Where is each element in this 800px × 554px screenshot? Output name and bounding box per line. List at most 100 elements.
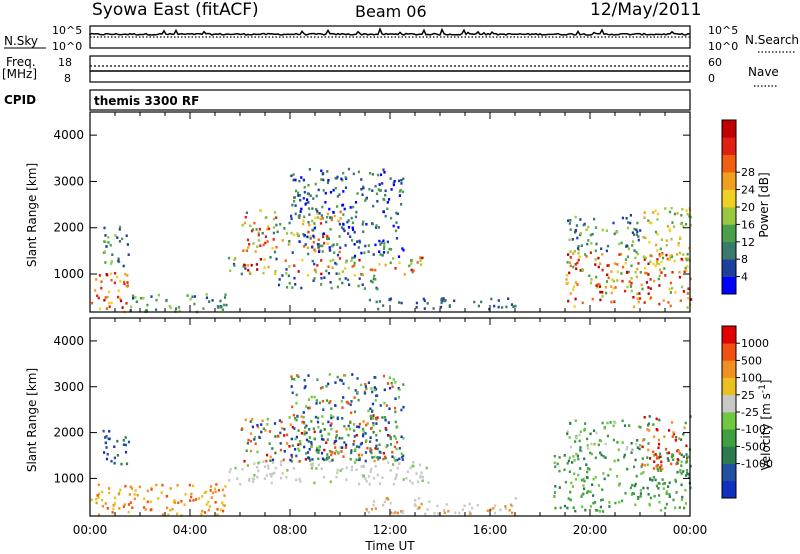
data-cell [394,397,397,400]
data-cell [311,464,314,468]
data-cell [294,204,297,207]
data-cell [223,296,227,299]
data-cell [95,498,98,501]
data-cell [577,248,580,252]
data-cell [336,417,339,421]
data-cell [553,454,556,458]
data-cell [592,494,595,497]
data-cell [383,401,386,405]
data-cell [601,291,604,294]
data-cell [262,460,265,463]
data-cell [627,221,630,224]
data-cell [643,266,647,270]
data-cell [633,249,636,252]
data-cell [270,481,273,485]
data-cell [396,511,399,515]
data-cell [656,249,659,252]
data-cell [468,510,471,514]
data-cell [589,281,593,285]
data-cell [658,274,661,278]
data-cell [271,458,275,462]
data-cell [124,436,127,439]
data-cell [573,472,576,476]
data-cell [299,210,302,213]
data-cell [421,479,424,482]
data-cell [316,243,319,246]
data-cell [655,428,658,431]
colorbar-swatch [722,241,736,260]
data-cell [672,431,675,434]
data-cell [581,478,584,482]
data-cell [569,219,572,222]
data-cell [572,265,575,269]
data-cell [505,305,508,309]
data-cell [112,507,115,511]
data-cell [585,463,588,466]
data-cell [304,385,307,388]
data-cell [316,210,319,213]
data-cell [631,231,634,234]
data-cell [122,280,126,284]
data-cell [597,256,600,260]
data-cell [388,386,392,390]
data-cell [617,458,620,462]
data-cell [382,168,385,172]
data-cell [594,476,597,479]
data-cell [279,463,282,466]
data-cell [384,189,387,193]
freq-left-tick-bottom: 8 [64,72,71,85]
data-cell [349,206,352,209]
data-cell [287,274,290,278]
data-cell [327,382,330,386]
data-cell [646,486,649,490]
data-cell [649,254,652,257]
data-cell [291,444,294,447]
data-cell [577,473,580,477]
data-cell [278,419,281,422]
data-cell [676,449,679,453]
data-cell [576,454,579,458]
colorbar-tick-label: 20 [741,201,755,214]
data-cell [345,427,348,431]
data-cell [679,470,682,474]
data-cell [398,447,401,450]
data-cell [243,221,246,225]
data-cell [325,384,328,388]
data-cell [283,450,286,453]
data-cell [554,485,557,488]
data-cell [122,264,125,268]
data-cell [275,216,278,219]
data-cell [345,478,348,481]
data-cell [135,300,138,304]
data-cell [320,283,323,286]
data-cell [329,400,332,403]
data-cell [308,213,311,216]
data-cell [616,279,619,282]
data-cell [327,272,331,275]
data-cell [191,295,194,299]
data-cell [594,501,597,504]
data-cell [260,423,263,426]
data-cell [597,484,600,487]
data-cell [331,266,334,270]
data-cell [428,500,431,503]
data-cell [290,231,293,235]
data-cell [157,497,160,500]
data-cell [326,242,329,245]
data-cell [386,444,389,447]
data-cell [361,273,364,277]
data-cell [341,270,344,273]
data-cell [362,434,365,438]
data-cell [394,229,398,233]
data-cell [686,212,689,216]
data-cell [651,479,654,482]
colorbar-swatch [722,343,736,361]
data-cell [245,249,248,252]
data-cell [594,226,598,229]
data-cell [213,487,217,491]
data-cell [630,289,633,293]
data-cell [363,392,367,395]
data-cell [586,444,589,447]
data-cell [558,486,561,489]
